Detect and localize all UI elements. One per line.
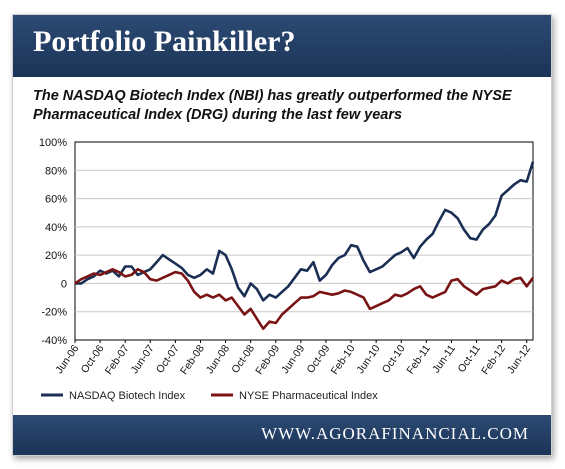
y-tick-label: 80% bbox=[45, 165, 67, 177]
x-tick-label: Jun-08 bbox=[204, 343, 232, 376]
chart-card: Portfolio Painkiller? The NASDAQ Biotech… bbox=[12, 14, 552, 456]
y-tick-label: 0 bbox=[61, 278, 67, 290]
x-tick-label: Feb-07 bbox=[103, 343, 132, 377]
legend-label: NASDAQ Biotech Index bbox=[69, 390, 186, 402]
legend-label: NYSE Pharmaceutical Index bbox=[239, 390, 378, 402]
chart-subtitle: The NASDAQ Biotech Index (NBI) has great… bbox=[33, 88, 512, 123]
plot-area bbox=[74, 141, 534, 341]
y-tick-label: 100% bbox=[39, 137, 67, 149]
y-tick-label: 20% bbox=[45, 250, 67, 262]
x-tick-label: Feb-11 bbox=[404, 343, 433, 377]
chart-title: Portfolio Painkiller? bbox=[33, 25, 296, 58]
y-tick-label: -20% bbox=[41, 307, 67, 319]
x-tick-label: Feb-12 bbox=[479, 343, 508, 377]
x-tick-label: Feb-08 bbox=[178, 343, 207, 377]
series-line-nbi bbox=[75, 161, 535, 302]
title-banner: Portfolio Painkiller? bbox=[13, 15, 551, 77]
y-tick-label: 40% bbox=[45, 222, 67, 234]
website-url: WWW.AGORAFINANCIAL.COM bbox=[261, 424, 529, 443]
x-tick-label: Jun-07 bbox=[128, 343, 156, 376]
series-line-drg bbox=[74, 268, 535, 331]
x-tick-label: Jun-11 bbox=[430, 343, 458, 376]
x-tick-label: Feb-09 bbox=[253, 343, 282, 377]
x-tick-label: Oct-10 bbox=[380, 343, 408, 376]
footer-banner: WWW.AGORAFINANCIAL.COM bbox=[13, 415, 551, 455]
x-tick-label: Jun-12 bbox=[505, 343, 533, 376]
y-tick-label: 60% bbox=[45, 194, 67, 206]
x-tick-label: Jun-10 bbox=[354, 343, 382, 376]
x-tick-label: Jun-06 bbox=[53, 343, 81, 376]
x-tick-label: Jun-09 bbox=[279, 343, 307, 376]
line-chart: 100%80%60%40%20%0-20%-40%Jun-06Oct-06Feb… bbox=[39, 137, 535, 402]
y-tick-label: -40% bbox=[41, 335, 67, 347]
x-tick-label: Feb-10 bbox=[329, 343, 358, 377]
